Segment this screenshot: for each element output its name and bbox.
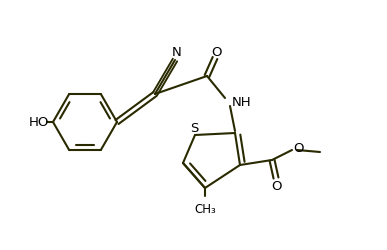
- Text: HO: HO: [29, 116, 49, 129]
- Text: CH₃: CH₃: [194, 202, 216, 215]
- Text: O: O: [271, 180, 281, 193]
- Text: S: S: [190, 122, 198, 135]
- Text: NH: NH: [232, 95, 252, 108]
- Text: O: O: [212, 46, 222, 59]
- Text: O: O: [294, 142, 304, 155]
- Text: N: N: [172, 46, 182, 59]
